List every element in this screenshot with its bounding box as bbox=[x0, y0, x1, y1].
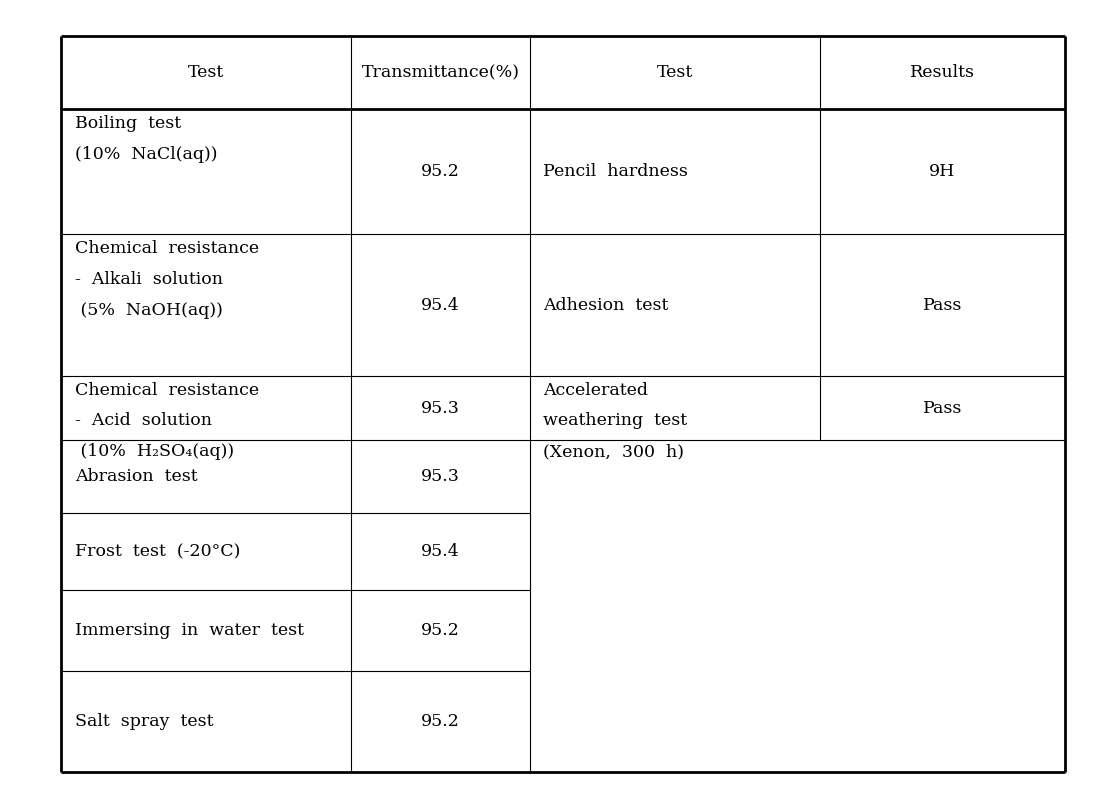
Text: -  Acid  solution: - Acid solution bbox=[75, 412, 212, 430]
Text: 95.3: 95.3 bbox=[421, 399, 459, 417]
Text: Pass: Pass bbox=[922, 399, 962, 417]
Text: Chemical  resistance: Chemical resistance bbox=[75, 381, 259, 399]
Text: -  Alkali  solution: - Alkali solution bbox=[75, 271, 223, 288]
Text: Abrasion  test: Abrasion test bbox=[75, 468, 197, 486]
Text: Transmittance(%): Transmittance(%) bbox=[361, 64, 520, 82]
Text: Immersing  in  water  test: Immersing in water test bbox=[75, 621, 303, 639]
Text: 95.4: 95.4 bbox=[421, 297, 459, 314]
Text: Test: Test bbox=[657, 64, 692, 82]
Text: (10%  NaCl(aq)): (10% NaCl(aq)) bbox=[75, 145, 217, 163]
Text: 95.2: 95.2 bbox=[421, 163, 459, 180]
Text: 95.4: 95.4 bbox=[421, 543, 459, 560]
Text: (Xenon,  300  h): (Xenon, 300 h) bbox=[543, 443, 683, 461]
Text: 95.2: 95.2 bbox=[421, 713, 459, 730]
Text: Pass: Pass bbox=[922, 297, 962, 314]
Text: (10%  H₂SO₄(aq)): (10% H₂SO₄(aq)) bbox=[75, 443, 234, 461]
Text: 95.2: 95.2 bbox=[421, 621, 459, 639]
Text: Adhesion  test: Adhesion test bbox=[543, 297, 668, 314]
Text: Results: Results bbox=[910, 64, 975, 82]
Text: Pencil  hardness: Pencil hardness bbox=[543, 163, 688, 180]
Text: Frost  test  (-20°C): Frost test (-20°C) bbox=[75, 543, 240, 560]
Text: (5%  NaOH(aq)): (5% NaOH(aq)) bbox=[75, 301, 223, 319]
Text: Accelerated: Accelerated bbox=[543, 381, 648, 399]
Text: 95.3: 95.3 bbox=[421, 468, 459, 486]
Text: Boiling  test: Boiling test bbox=[75, 115, 181, 133]
Text: weathering  test: weathering test bbox=[543, 412, 687, 430]
Text: Salt  spray  test: Salt spray test bbox=[75, 713, 213, 730]
Text: 9H: 9H bbox=[929, 163, 956, 180]
Text: Chemical  resistance: Chemical resistance bbox=[75, 240, 259, 258]
Text: Test: Test bbox=[188, 64, 224, 82]
